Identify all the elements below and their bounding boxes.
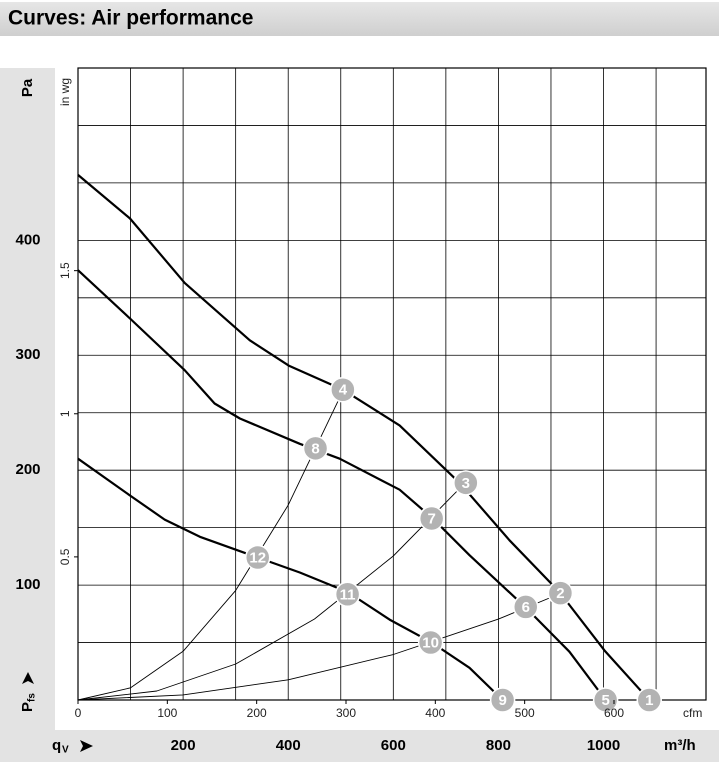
operating-point bbox=[334, 581, 361, 608]
operating-point-label: 3 bbox=[462, 475, 470, 492]
x-tick-label: 800 bbox=[486, 737, 511, 754]
curve bbox=[77, 481, 467, 701]
y2-label: in wg bbox=[58, 78, 72, 106]
x-tick-label: 200 bbox=[171, 737, 196, 754]
curve bbox=[77, 390, 344, 701]
operating-point-label: 6 bbox=[522, 599, 530, 616]
y2-tick-label: 0.5 bbox=[58, 548, 72, 565]
x-symbol-sub: V bbox=[62, 745, 69, 756]
y-axis-band bbox=[0, 68, 55, 730]
x-arrow bbox=[80, 740, 93, 752]
operating-point-label: 9 bbox=[498, 692, 506, 709]
operating-point-label: 12 bbox=[249, 549, 266, 566]
operating-point bbox=[244, 544, 271, 571]
y-tick-label: 100 bbox=[15, 576, 40, 593]
y-tick-label: 400 bbox=[15, 231, 40, 248]
grid bbox=[78, 68, 706, 700]
x2-tick-label: 0 bbox=[75, 706, 82, 720]
operating-point bbox=[512, 594, 539, 620]
operating-point bbox=[489, 687, 516, 713]
y-arrow bbox=[22, 672, 34, 684]
y2-tick-label: 1 bbox=[58, 410, 72, 417]
operating-point bbox=[330, 376, 356, 403]
x-tick-label: 1000 bbox=[587, 737, 620, 754]
x-label: m³/h bbox=[664, 737, 696, 754]
y-symbol-main: P bbox=[19, 702, 36, 712]
x2-tick-label: 500 bbox=[515, 706, 535, 720]
x2-tick-label: 100 bbox=[157, 706, 177, 720]
operating-point-label: 1 bbox=[645, 692, 653, 709]
y-symbol: P fs bbox=[19, 672, 38, 712]
operating-point bbox=[302, 435, 329, 462]
curve bbox=[77, 593, 561, 701]
operating-point-label: 4 bbox=[339, 382, 348, 399]
operating-point bbox=[417, 629, 444, 656]
operating-point-label: 5 bbox=[601, 692, 609, 709]
x-tick-label: 400 bbox=[276, 737, 301, 754]
operating-point bbox=[592, 687, 619, 713]
x-symbol-main: q bbox=[52, 737, 61, 754]
x2-tick-label: 400 bbox=[425, 706, 445, 720]
operating-point bbox=[453, 470, 479, 496]
y2-tick-label: 1.5 bbox=[58, 262, 72, 279]
x2-label: cfm bbox=[683, 706, 702, 720]
x2-tick-label: 300 bbox=[336, 706, 356, 720]
y-tick-label: 300 bbox=[15, 346, 40, 363]
operating-point bbox=[636, 687, 662, 713]
y-label: Pa bbox=[19, 78, 36, 97]
operating-point-label: 2 bbox=[556, 585, 564, 602]
operating-point-label: 7 bbox=[428, 510, 436, 527]
title-bar bbox=[0, 2, 719, 36]
curve bbox=[77, 174, 651, 701]
chart-title: Curves: Air performance bbox=[8, 7, 253, 30]
x-tick-label: 600 bbox=[381, 737, 406, 754]
x2-tick-label: 600 bbox=[604, 706, 624, 720]
x-axis-band bbox=[0, 730, 719, 762]
x2-tick-label: 200 bbox=[247, 706, 267, 720]
operating-point-label: 8 bbox=[311, 440, 319, 457]
operating-point-label: 11 bbox=[340, 586, 356, 603]
y-symbol-sub: fs bbox=[27, 693, 38, 702]
y-tick-label: 200 bbox=[15, 461, 40, 478]
operating-point bbox=[418, 505, 445, 532]
operating-point bbox=[547, 580, 574, 606]
plot-frame bbox=[77, 67, 707, 701]
x-symbol: q V bbox=[52, 737, 93, 756]
curve bbox=[77, 269, 607, 701]
curve bbox=[77, 457, 504, 701]
operating-point-label: 10 bbox=[422, 635, 439, 652]
